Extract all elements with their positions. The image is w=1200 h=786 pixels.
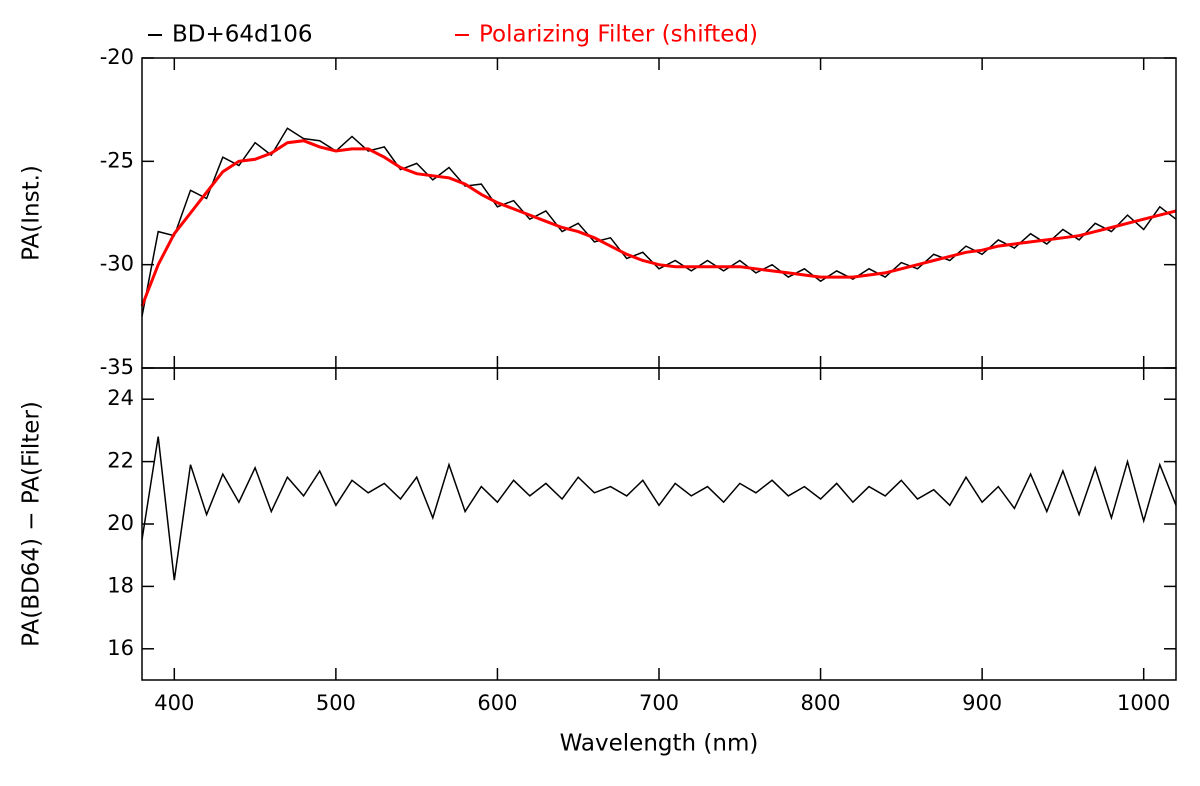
y-tick-label: 22	[107, 449, 134, 473]
x-tick-label: 600	[477, 691, 517, 715]
x-tick-label: 700	[639, 691, 679, 715]
series-line	[141, 436, 1177, 581]
y-tick-label: -20	[100, 45, 134, 69]
x-axis-label: Wavelength (nm)	[560, 731, 759, 757]
y-tick-label: 16	[107, 636, 134, 660]
y-tick-label: 18	[107, 573, 134, 597]
series-line	[141, 127, 1177, 317]
plot-frame	[141, 57, 1177, 369]
y-axis-label: PA(Inst.)	[19, 165, 45, 261]
series-line	[140, 139, 1177, 307]
x-tick-label: 500	[316, 691, 356, 715]
legend-label: BD+64d106	[172, 22, 313, 48]
x-tick-label: 1000	[1117, 691, 1170, 715]
y-tick-label: 24	[107, 386, 134, 410]
x-tick-label: 400	[154, 691, 194, 715]
y-tick-label: -25	[100, 148, 134, 172]
x-tick-label: 800	[801, 691, 841, 715]
plot-frame	[141, 367, 1177, 681]
legend-label: Polarizing Filter (shifted)	[479, 22, 758, 48]
y-axis-label: PA(BD64) − PA(Filter)	[19, 401, 45, 647]
y-tick-label: -35	[100, 355, 134, 379]
y-tick-label: -30	[100, 252, 134, 276]
y-tick-label: 20	[107, 511, 134, 535]
x-tick-label: 900	[962, 691, 1002, 715]
